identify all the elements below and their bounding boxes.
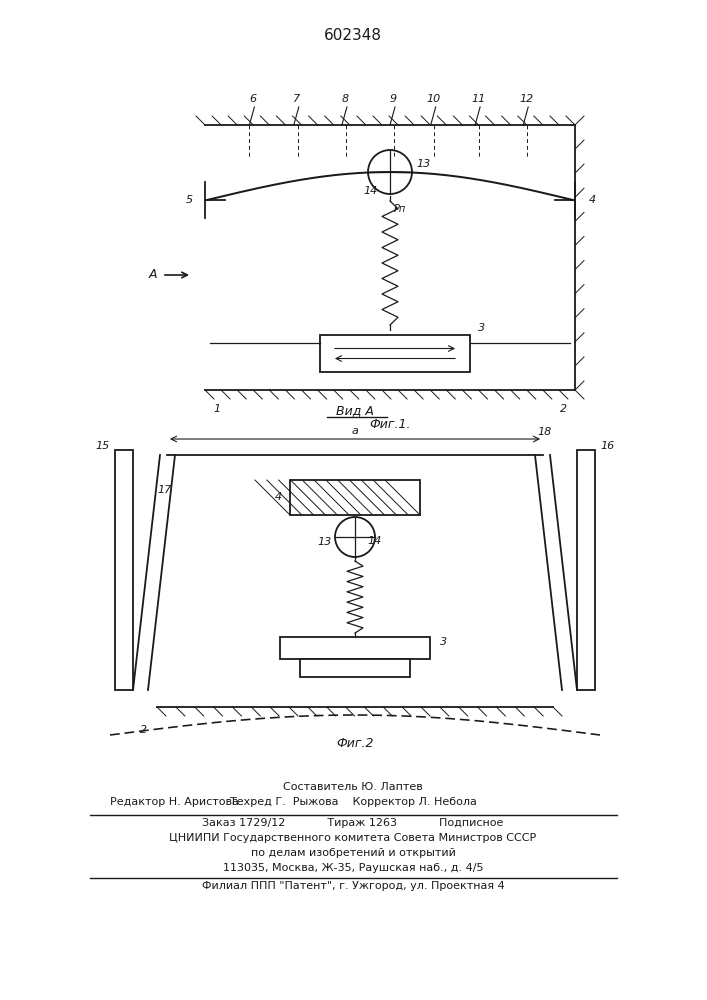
Text: по делам изобретений и открытий: по делам изобретений и открытий xyxy=(250,848,455,858)
Text: 6: 6 xyxy=(249,94,256,104)
Text: 12: 12 xyxy=(519,94,533,104)
Text: 4: 4 xyxy=(589,195,596,205)
Text: 14: 14 xyxy=(367,536,381,546)
Text: 16: 16 xyxy=(600,441,614,451)
Text: Редактор Н. Аристова: Редактор Н. Аристова xyxy=(110,797,239,807)
Text: Вид А: Вид А xyxy=(336,404,374,417)
Text: 2: 2 xyxy=(560,404,567,414)
Text: 7: 7 xyxy=(293,94,300,104)
Text: 11: 11 xyxy=(471,94,485,104)
Text: Заказ 1729/12            Тираж 1263            Подписное: Заказ 1729/12 Тираж 1263 Подписное xyxy=(202,818,503,828)
Text: Фиг.1.: Фиг.1. xyxy=(369,418,411,431)
Text: 14: 14 xyxy=(363,186,378,196)
Text: 602348: 602348 xyxy=(324,28,382,43)
Text: Составитель Ю. Лаптев: Составитель Ю. Лаптев xyxy=(283,782,423,792)
Text: Фиг.2: Фиг.2 xyxy=(337,737,374,750)
Text: 1: 1 xyxy=(213,404,220,414)
Text: Филиал ППП "Патент", г. Ужгород, ул. Проектная 4: Филиал ППП "Патент", г. Ужгород, ул. Про… xyxy=(201,881,504,891)
Text: 113035, Москва, Ж-35, Раушская наб., д. 4/5: 113035, Москва, Ж-35, Раушская наб., д. … xyxy=(223,863,484,873)
Text: 13: 13 xyxy=(317,537,332,547)
Text: 3: 3 xyxy=(440,637,447,647)
Bar xyxy=(577,450,595,690)
Bar xyxy=(320,335,470,372)
Text: Рп: Рп xyxy=(394,204,407,214)
Text: 9: 9 xyxy=(390,94,397,104)
Text: 15: 15 xyxy=(95,441,110,451)
Text: Техред Г.  Рыжова    Корректор Л. Небола: Техред Г. Рыжова Корректор Л. Небола xyxy=(230,797,477,807)
Bar xyxy=(280,637,430,659)
Text: 10: 10 xyxy=(426,94,441,104)
Bar xyxy=(290,480,420,515)
Bar xyxy=(300,659,410,677)
Text: 5: 5 xyxy=(186,195,193,205)
Text: 18: 18 xyxy=(538,427,552,437)
Text: 3: 3 xyxy=(478,323,485,333)
Text: 17: 17 xyxy=(158,485,172,495)
Text: а: а xyxy=(351,426,358,436)
Text: 4: 4 xyxy=(275,492,282,502)
Bar xyxy=(115,450,133,690)
Text: 13: 13 xyxy=(416,159,431,169)
Text: А: А xyxy=(148,268,157,282)
Text: 8: 8 xyxy=(341,94,349,104)
Text: 2: 2 xyxy=(140,725,147,735)
Text: ЦНИИПИ Государственного комитета Совета Министров СССР: ЦНИИПИ Государственного комитета Совета … xyxy=(170,833,537,843)
